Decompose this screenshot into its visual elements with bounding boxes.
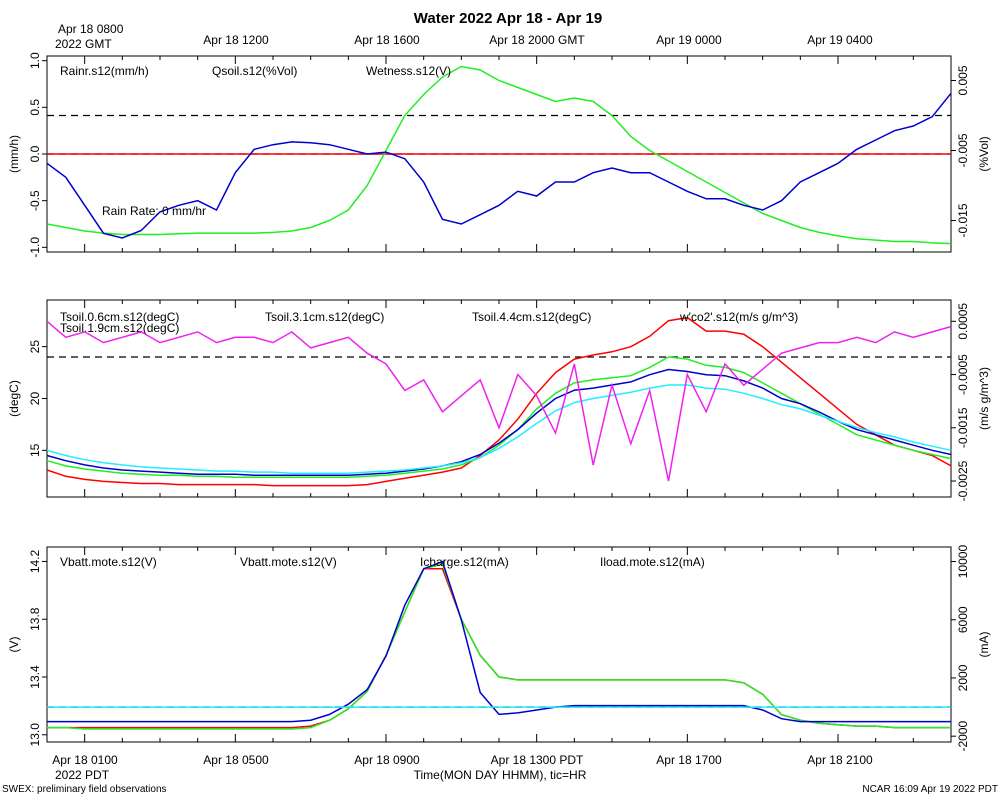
series-line-magenta bbox=[46, 320, 952, 482]
y-tick-label-right: -0.0025 bbox=[956, 460, 970, 501]
y-tick-label-left: 20 bbox=[28, 392, 42, 406]
bottom-axis-label: Apr 18 1700 bbox=[656, 753, 722, 767]
bottom-axis-label: Apr 18 0900 bbox=[354, 753, 420, 767]
y-tick-label-left: 13.0 bbox=[28, 723, 42, 747]
y-tick-label-right: -2000 bbox=[956, 721, 970, 752]
y-tick-label-right: -0.0015 bbox=[956, 407, 970, 448]
y-tick-label-right: 6000 bbox=[956, 606, 970, 633]
y-tick-label-left: 13.8 bbox=[28, 607, 42, 631]
y-tick-label-right: -0.015 bbox=[956, 203, 970, 237]
chart-title: Water 2022 Apr 18 - Apr 19 bbox=[414, 10, 602, 27]
legend-entry: Rainr.s12(mm/h) bbox=[60, 64, 149, 78]
legend-entry: Tsoil.0.6cm.s12(degC) bbox=[60, 310, 179, 324]
plot-frame bbox=[46, 546, 952, 743]
y-tick-label-right: 0.005 bbox=[956, 65, 970, 95]
y-tick-label-left: 0.5 bbox=[28, 99, 42, 116]
top-axis-label: Apr 19 0400 bbox=[807, 33, 873, 47]
legend-entry: Vbatt.mote.s12(V) bbox=[240, 555, 337, 569]
y-tick-label-right: -0.005 bbox=[956, 133, 970, 167]
top-axis-label: Apr 18 1200 bbox=[203, 33, 269, 47]
y-tick-label-right: 0.0005 bbox=[956, 303, 970, 340]
bottom-axis-labels: 2022 PDT Time(MON DAY HHMM), tic=HR Apr … bbox=[52, 753, 873, 782]
x-axis-label: Time(MON DAY HHMM), tic=HR bbox=[414, 768, 587, 782]
plot-frame bbox=[46, 299, 952, 498]
legend-entry: Tsoil.4.4cm.s12(degC) bbox=[472, 310, 591, 324]
y-tick-label-right: 10000 bbox=[956, 545, 970, 579]
y-tick-label-left: 1.0 bbox=[28, 52, 42, 69]
y-tick-label-right: 2000 bbox=[956, 664, 970, 691]
bottom-axis-label: Apr 18 2100 bbox=[807, 753, 873, 767]
panel-2: 15 20 25 -0.0025 -0.0015 -0.0005 0.0005 (degC) (… bbox=[7, 299, 991, 501]
y-axis-label-left: (mm/h) bbox=[7, 135, 21, 173]
y-tick-label-right: -0.0005 bbox=[956, 354, 970, 395]
annotation: Rain Rate: 0 mm/hr bbox=[102, 204, 206, 218]
series-line-blue bbox=[46, 368, 952, 476]
series-line-red bbox=[46, 316, 952, 487]
y-tick-label-left: 0.0 bbox=[28, 145, 42, 162]
bottom-axis-first-line2: 2022 PDT bbox=[55, 768, 110, 782]
legend-entry: Icharge.s12(mA) bbox=[420, 555, 509, 569]
top-axis-labels: Apr 18 0800 2022 GMT Apr 18 1200 Apr 18 1… bbox=[55, 22, 873, 51]
footer-left: SWEX: preliminary field observations bbox=[2, 784, 167, 795]
y-axis-label-right: (mA) bbox=[977, 632, 991, 658]
y-tick-label-left: -0.5 bbox=[28, 190, 42, 211]
legend-entry: Tsoil.3.1cm.s12(degC) bbox=[265, 310, 384, 324]
bottom-axis-label: Apr 18 0500 bbox=[203, 753, 269, 767]
top-axis-label: Apr 18 2000 GMT bbox=[489, 33, 585, 47]
legend-entry: Iload.mote.s12(mA) bbox=[600, 555, 705, 569]
bottom-axis-label: Apr 18 0100 bbox=[52, 753, 118, 767]
top-axis-label: Apr 19 0000 bbox=[656, 33, 722, 47]
legend-entry: w'co2'.s12(m/s g/m^3) bbox=[679, 310, 798, 324]
series-line-blue bbox=[46, 92, 952, 239]
legend-entry: Vbatt.mote.s12(V) bbox=[60, 555, 157, 569]
y-axis-label-left: (V) bbox=[7, 637, 21, 653]
series-line-green bbox=[46, 356, 952, 479]
legend-entry: Wetness.s12(V) bbox=[366, 64, 451, 78]
series-line-blue bbox=[47, 560, 951, 723]
y-axis-label-right: (m/s g/m^3) bbox=[977, 367, 991, 430]
legend-entry: Tsoil.1.9cm.s12(degC) bbox=[60, 321, 179, 335]
y-tick-label-left: 13.4 bbox=[28, 665, 42, 689]
y-tick-label-left: 14.2 bbox=[28, 549, 42, 573]
panel-3: 13.0 13.4 13.8 14.2 -2000 2000 6000 10000 (V) (mA… bbox=[7, 545, 991, 752]
y-tick-label-left: 15 bbox=[28, 443, 42, 457]
y-axis-label-left: (degC) bbox=[7, 380, 21, 417]
y-tick-label-left: 25 bbox=[28, 340, 42, 354]
y-tick-label-left: -1.0 bbox=[28, 237, 42, 258]
bottom-axis-label: Apr 18 1300 PDT bbox=[491, 753, 584, 767]
series-line-cyan bbox=[46, 384, 952, 474]
series-line-green bbox=[47, 563, 951, 730]
y-axis-label-right: (%Vol) bbox=[977, 136, 991, 171]
top-axis-first-line1: Apr 18 0800 bbox=[58, 22, 124, 36]
series-line-red bbox=[47, 567, 951, 729]
legend-entry: Qsoil.s12(%Vol) bbox=[212, 64, 297, 78]
top-axis-first-line2: 2022 GMT bbox=[55, 37, 112, 51]
top-axis-label: Apr 18 1600 bbox=[354, 33, 420, 47]
panel-1: -1.0 -0.5 0.0 0.5 1.0 -0.015 -0.005 0.005 (mm/h)… bbox=[7, 52, 991, 258]
footer-right: NCAR 16:09 Apr 19 2022 PDT bbox=[862, 784, 998, 795]
series-line-green bbox=[46, 65, 952, 245]
